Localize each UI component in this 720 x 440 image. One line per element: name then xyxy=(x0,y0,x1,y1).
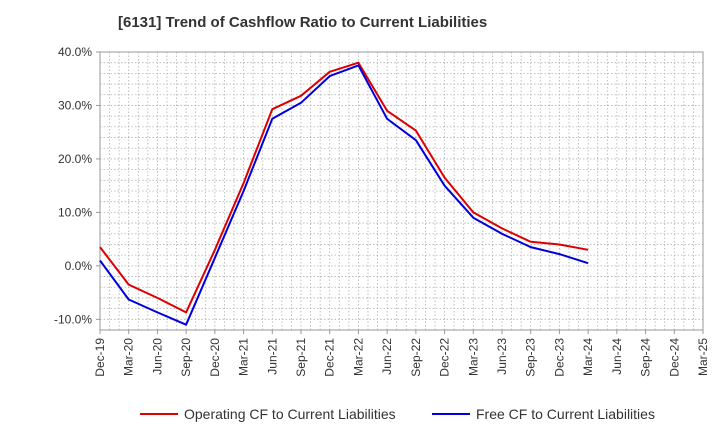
x-tick-label: Dec-20 xyxy=(208,338,222,377)
x-tick-label: Sep-23 xyxy=(524,338,538,377)
x-tick-label: Dec-23 xyxy=(552,338,566,377)
y-tick-label: -10.0% xyxy=(54,312,92,326)
y-tick-label: 20.0% xyxy=(58,152,92,166)
x-tick-label: Sep-22 xyxy=(409,338,423,377)
x-tick-label: Jun-21 xyxy=(265,338,279,375)
x-tick-label: Dec-24 xyxy=(667,338,681,377)
y-tick-label: 0.0% xyxy=(65,259,93,273)
series-line-1 xyxy=(99,61,589,314)
x-tick-label: Sep-20 xyxy=(179,338,193,377)
axes: 40.0% 30.0% 20.0% 10.0% 0.0% -10.0%Dec-19 Mar-… xyxy=(54,45,710,377)
x-tick-label: Sep-21 xyxy=(294,338,308,377)
x-tick-label: Mar-22 xyxy=(351,338,365,376)
x-tick-label: Jun-23 xyxy=(495,338,509,375)
x-tick-label: Mar-20 xyxy=(122,338,136,376)
grid xyxy=(100,52,703,330)
x-tick-label: Dec-21 xyxy=(323,338,337,377)
x-tick-label: Mar-21 xyxy=(237,338,251,376)
x-tick-label: Jun-22 xyxy=(380,338,394,375)
x-tick-label: Mar-23 xyxy=(466,338,480,376)
y-tick-label: 10.0% xyxy=(58,205,92,219)
x-tick-label: Mar-24 xyxy=(581,338,595,376)
y-tick-label: 30.0% xyxy=(58,98,92,112)
y-tick-label: 40.0% xyxy=(58,45,92,59)
x-tick-label: Mar-25 xyxy=(696,338,710,376)
series-line-2 xyxy=(99,64,589,326)
x-tick-label: Dec-19 xyxy=(93,338,107,377)
chart-title: [6131] Trend of Cashflow Ratio to Curren… xyxy=(118,14,488,31)
legend: Operating CF to Current Liabilities Free … xyxy=(140,406,655,422)
series-lines xyxy=(99,61,589,326)
x-tick-label: Sep-24 xyxy=(639,338,653,377)
x-tick-label: Jun-20 xyxy=(150,338,164,375)
legend-label-2: Free CF to Current Liabilities xyxy=(476,406,655,422)
x-tick-label: Dec-22 xyxy=(438,338,452,377)
x-tick-label: Jun-24 xyxy=(610,338,624,375)
legend-label-1: Operating CF to Current Liabilities xyxy=(184,406,396,422)
plot-frame xyxy=(99,51,704,331)
